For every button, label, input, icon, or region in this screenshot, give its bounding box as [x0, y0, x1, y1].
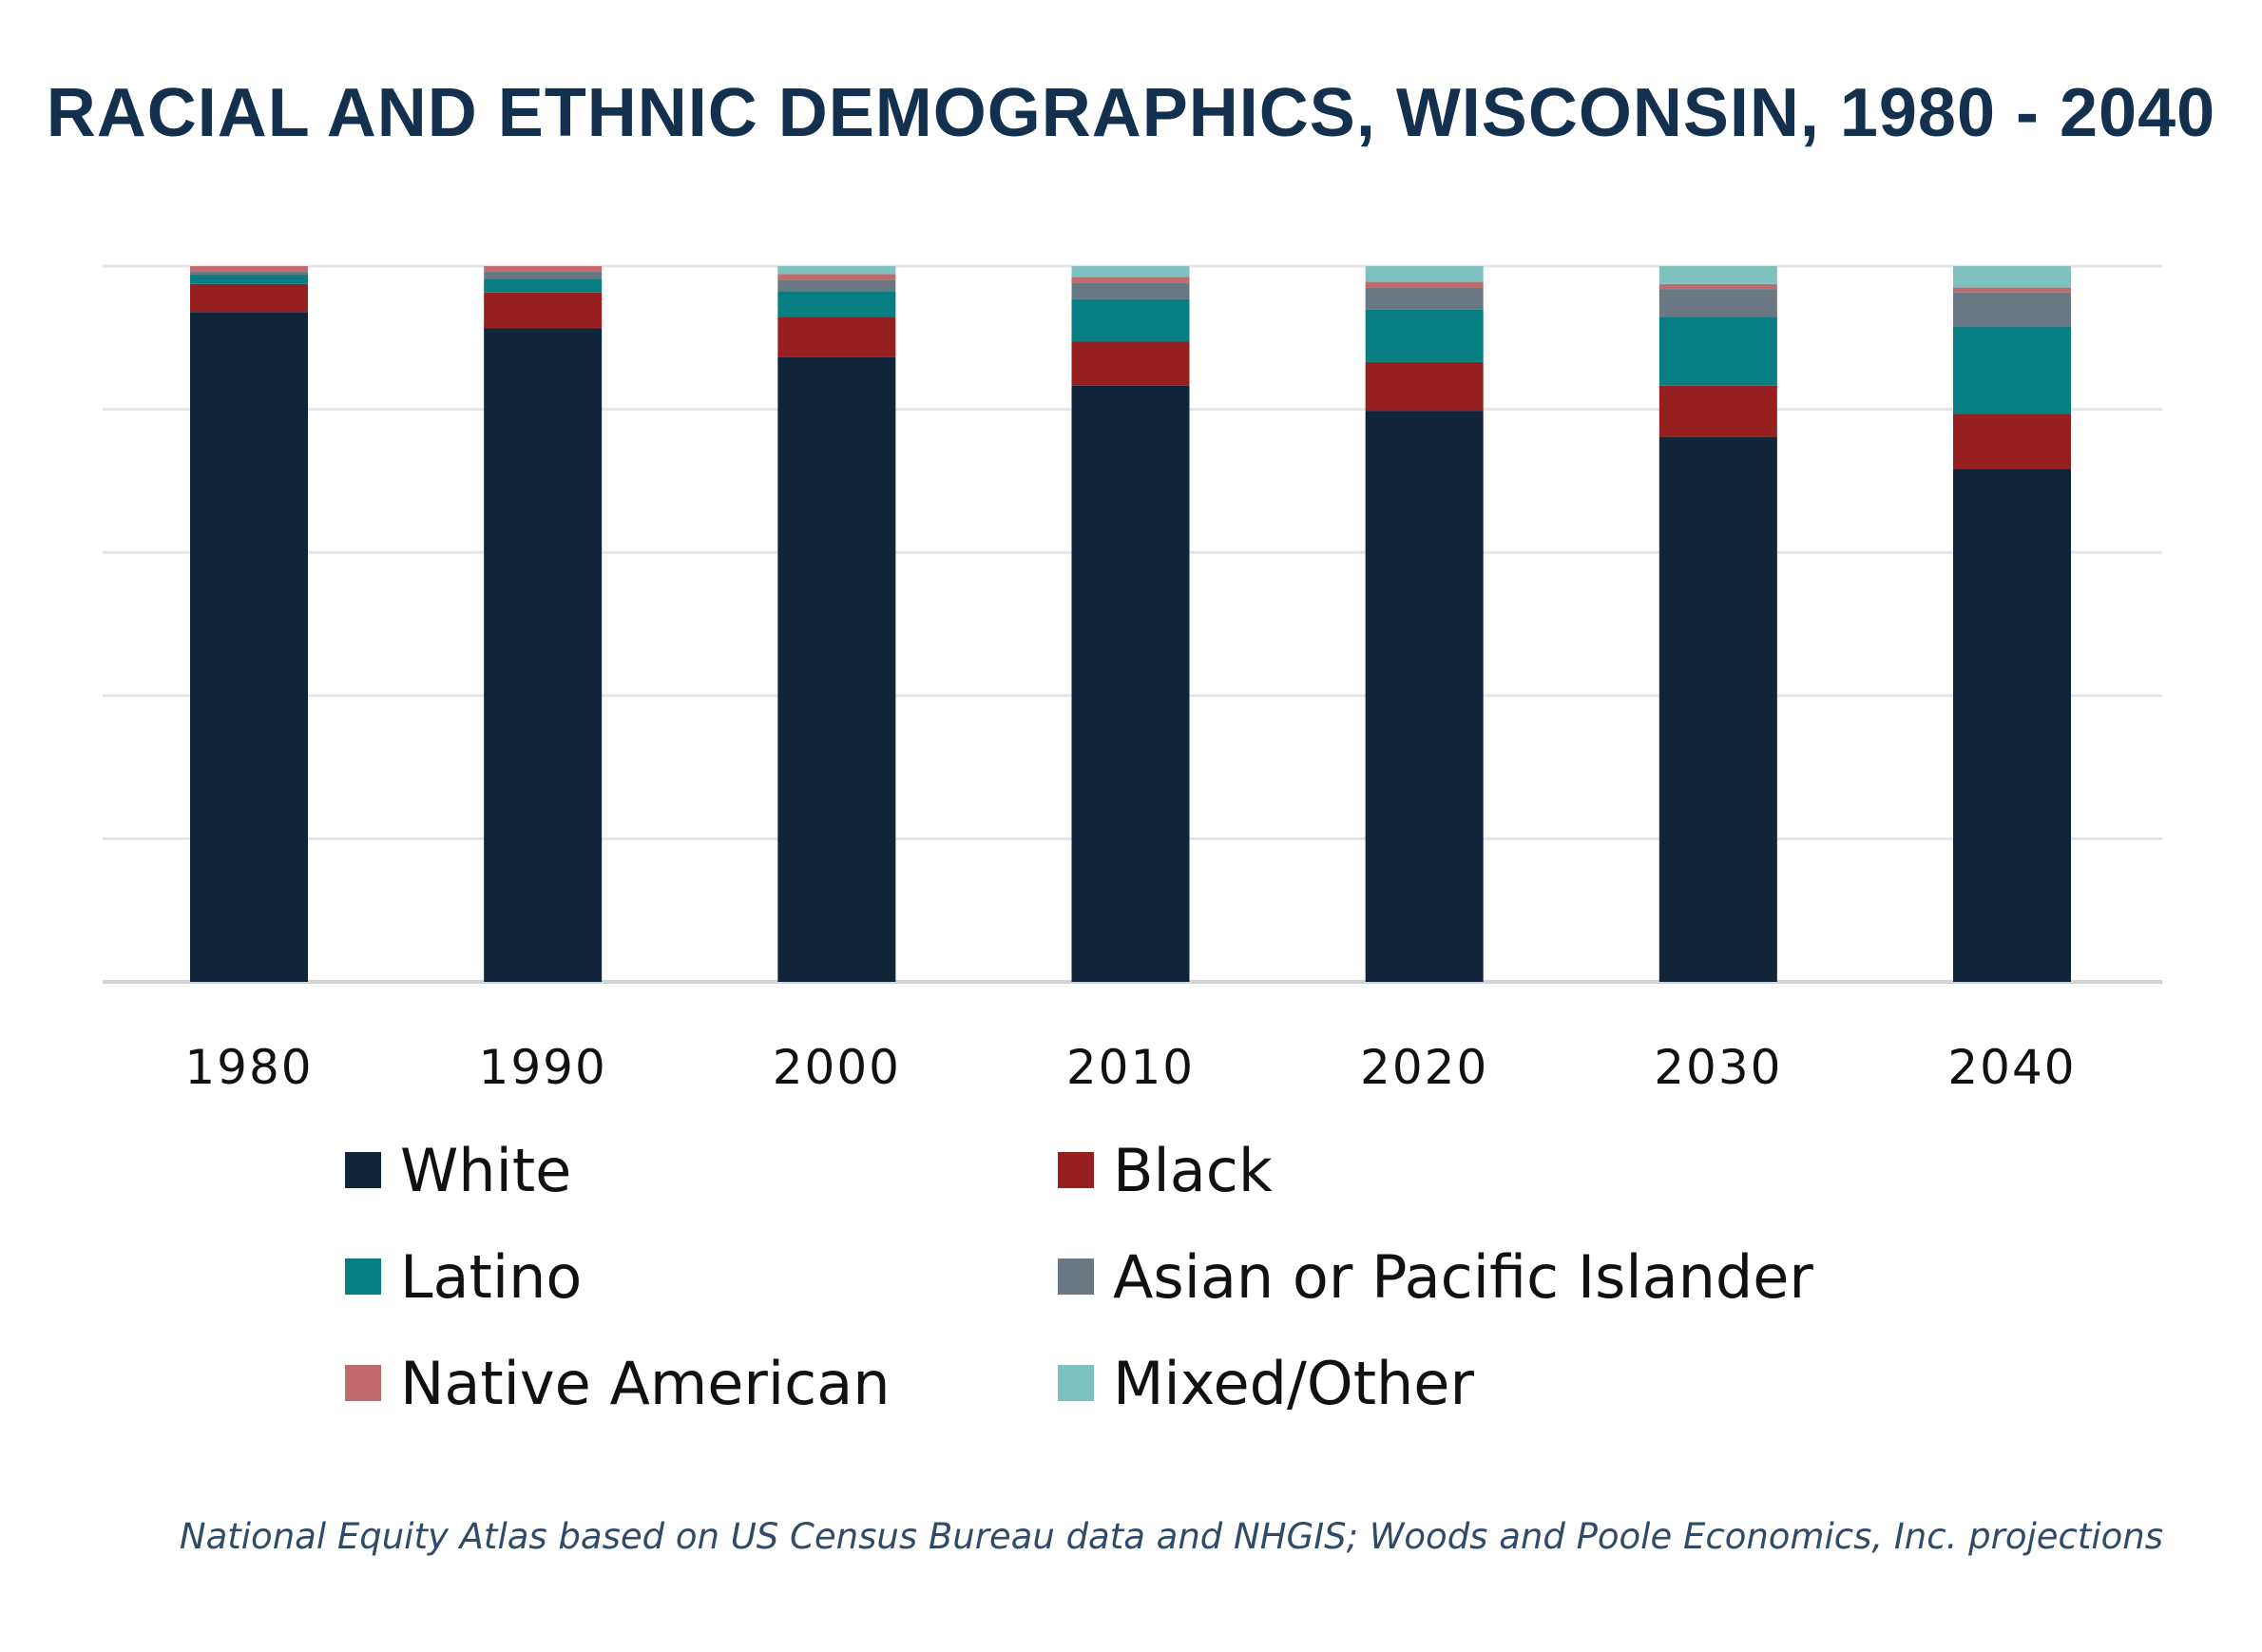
- chart-legend: White Black Latino Asian or Pacific Islande…: [345, 1135, 1866, 1418]
- bar-stack-2040: [1953, 266, 2071, 982]
- bar-segment-latino-2000: [777, 291, 896, 317]
- bar-segment-asian-or-pacific-islander-1980: [190, 271, 308, 276]
- bar-segment-asian-or-pacific-islander-2010: [1071, 282, 1190, 299]
- bar-segment-white-1990: [484, 328, 603, 982]
- x-tick-label: 2020: [1360, 1040, 1488, 1095]
- legend-label: White: [400, 1135, 572, 1205]
- bar-stack-2020: [1365, 266, 1484, 983]
- legend-label: Asian or Pacific Islander: [1113, 1241, 1813, 1312]
- bar-segment-asian-or-pacific-islander-1990: [484, 271, 603, 279]
- bar-segment-white-2020: [1365, 411, 1484, 983]
- bar-segment-latino-2030: [1658, 317, 1777, 386]
- bar-segment-asian-or-pacific-islander-2040: [1953, 292, 2071, 328]
- bar-segment-asian-or-pacific-islander-2030: [1658, 289, 1777, 317]
- x-tick-label: 2010: [1066, 1040, 1195, 1095]
- bar-segment-mixed-other-2040: [1953, 266, 2071, 288]
- legend-swatch: [1058, 1258, 1094, 1295]
- bar-segment-white-2030: [1658, 436, 1777, 982]
- x-tick-label: 2040: [1947, 1040, 2076, 1095]
- legend-label: Latino: [400, 1241, 583, 1312]
- bar-segment-latino-1980: [190, 275, 308, 284]
- bar-stacks: [190, 266, 2071, 983]
- bar-stack-1990: [484, 266, 603, 982]
- bar-segment-mixed-other-2030: [1658, 266, 1777, 284]
- bar-segment-native-american-1980: [190, 266, 308, 272]
- bar-segment-black-2010: [1071, 341, 1190, 386]
- source-note: National Equity Atlas based on US Census…: [179, 1516, 2163, 1557]
- bar-segment-mixed-other-2020: [1365, 266, 1484, 282]
- legend-swatch: [1058, 1152, 1094, 1188]
- legend-swatch: [345, 1152, 381, 1188]
- x-tick-label: 2030: [1654, 1040, 1782, 1095]
- bar-segment-black-2000: [777, 317, 896, 357]
- bar-segment-black-2020: [1365, 361, 1484, 412]
- bar-segment-native-american-2010: [1071, 277, 1190, 283]
- bar-segment-white-2010: [1071, 385, 1190, 983]
- legend-item-white: White: [345, 1135, 1058, 1205]
- x-tick-label: 1990: [479, 1040, 607, 1095]
- bar-segment-native-american-2000: [777, 274, 896, 280]
- x-tick-label: 1980: [184, 1040, 313, 1095]
- bar-segment-latino-1990: [484, 279, 603, 293]
- bar-segment-mixed-other-2010: [1071, 266, 1190, 278]
- legend-swatch: [345, 1365, 381, 1401]
- bar-segment-native-american-2030: [1658, 283, 1777, 290]
- legend-item-black: Black: [1058, 1135, 1866, 1205]
- legend-item-native-american: Native American: [345, 1348, 1058, 1418]
- x-axis-tick-labels: 1980 1990 2000 2010 2020 2030 2040: [184, 1040, 2076, 1095]
- bar-stack-2000: [777, 266, 896, 983]
- legend-item-mixed-other: Mixed/Other: [1058, 1348, 1866, 1418]
- legend-swatch: [1058, 1365, 1094, 1401]
- legend-item-latino: Latino: [345, 1241, 1058, 1312]
- legend-item-asian-or-pacific-islander: Asian or Pacific Islander: [1058, 1241, 1866, 1312]
- bar-stack-2030: [1658, 266, 1777, 982]
- bar-stack-1980: [190, 266, 308, 982]
- legend-label: Mixed/Other: [1113, 1348, 1474, 1418]
- legend-label: Black: [1113, 1135, 1273, 1205]
- bar-segment-black-1980: [190, 283, 308, 313]
- bar-segment-asian-or-pacific-islander-2000: [777, 279, 896, 292]
- bar-segment-native-american-2020: [1365, 281, 1484, 288]
- bar-segment-native-american-1990: [484, 266, 603, 272]
- bar-segment-mixed-other-2000: [777, 266, 896, 275]
- bar-segment-black-2040: [1953, 413, 2071, 470]
- bar-segment-black-2030: [1658, 385, 1777, 437]
- chart-title: RACIAL AND ETHNIC DEMOGRAPHICS, WISCONSI…: [46, 75, 2216, 151]
- bar-segment-native-american-2040: [1953, 287, 2071, 293]
- bar-segment-asian-or-pacific-islander-2020: [1365, 287, 1484, 310]
- x-tick-label: 2000: [773, 1040, 901, 1095]
- bar-segment-latino-2040: [1953, 327, 2071, 414]
- legend-label: Native American: [400, 1348, 891, 1418]
- bar-stack-2010: [1071, 266, 1190, 983]
- bar-segment-white-2000: [777, 356, 896, 983]
- bar-segment-latino-2020: [1365, 309, 1484, 362]
- legend-swatch: [345, 1258, 381, 1295]
- bar-segment-black-1990: [484, 292, 603, 329]
- bar-segment-white-1980: [190, 312, 308, 982]
- bar-segment-latino-2010: [1071, 298, 1190, 342]
- bar-segment-white-2040: [1953, 469, 2071, 982]
